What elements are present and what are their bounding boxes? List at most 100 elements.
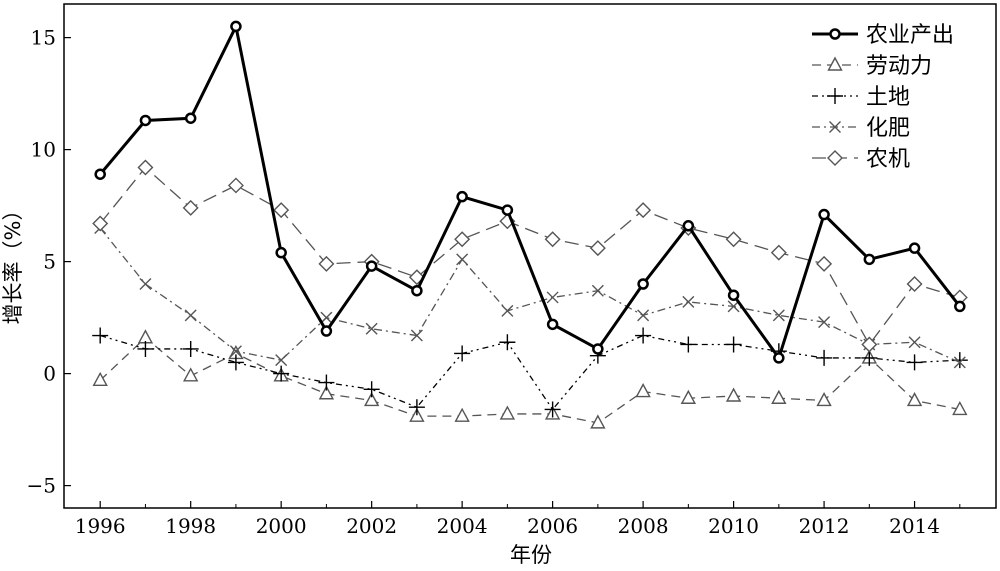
series-3: [92, 327, 968, 418]
data-point: [92, 371, 108, 387]
data-point: [94, 168, 106, 180]
data-point: [139, 278, 152, 290]
data-point: [320, 311, 333, 324]
plot-frame: [63, 3, 997, 509]
data-point: [725, 387, 742, 402]
data-point: [635, 327, 652, 344]
data-point: [908, 242, 921, 254]
data-point: [184, 309, 197, 322]
legend-marker: [827, 150, 843, 166]
series-line: [99, 21, 961, 362]
data-point: [592, 343, 604, 355]
data-point: [818, 208, 830, 221]
data-point: [863, 253, 876, 266]
series-line: [99, 166, 960, 346]
x-tick-label: 2008: [618, 514, 669, 538]
x-tick-label: 1998: [165, 514, 216, 538]
data-point: [637, 278, 649, 290]
data-point: [410, 329, 423, 342]
data-point: [230, 20, 242, 33]
data-point: [408, 399, 425, 416]
data-point: [92, 327, 109, 344]
data-point: [770, 244, 787, 261]
data-point: [501, 304, 514, 317]
data-point: [591, 284, 604, 297]
y-tick-label: 5: [43, 250, 56, 274]
data-point: [861, 349, 878, 366]
data-point: [454, 345, 471, 362]
data-point: [182, 340, 199, 357]
data-point: [773, 352, 785, 364]
series-line: [100, 334, 960, 411]
data-point: [454, 231, 471, 248]
plot-area: [63, 3, 997, 509]
data-point: [906, 276, 923, 292]
data-point: [954, 300, 966, 313]
data-point: [365, 260, 378, 272]
data-point: [544, 231, 561, 248]
series-4: [94, 222, 966, 369]
y-tick-label: 15: [31, 26, 56, 50]
data-point: [227, 354, 244, 371]
data-point: [183, 367, 199, 382]
data-point: [546, 291, 559, 304]
data-point: [273, 202, 290, 219]
data-point: [953, 356, 966, 369]
data-point: [456, 253, 469, 266]
data-point: [411, 284, 423, 297]
data-point: [454, 407, 470, 422]
y-tick-label: 0: [43, 362, 56, 386]
data-point: [227, 177, 244, 194]
data-point: [906, 354, 923, 371]
data-point: [92, 215, 109, 232]
legend-label: 农机: [866, 147, 910, 172]
series-line: [99, 227, 961, 363]
data-point: [727, 289, 740, 301]
legend-marker: [829, 28, 841, 40]
data-point: [816, 349, 833, 366]
series-2: [92, 329, 968, 429]
data-point: [816, 392, 832, 407]
x-tick-label: 2010: [708, 514, 759, 538]
data-point: [637, 309, 650, 322]
data-point: [499, 334, 516, 351]
data-point: [680, 336, 697, 353]
data-point: [952, 400, 968, 416]
legend-entry-3: 土地: [812, 85, 910, 110]
legend-entry-4: 化肥: [812, 116, 910, 141]
x-tick-label: 2012: [799, 514, 850, 538]
data-point: [725, 336, 742, 353]
x-tick-label: 2002: [346, 514, 397, 538]
series-line: [99, 336, 960, 424]
y-axis-title: 增长率（%）: [1, 200, 25, 325]
data-point: [546, 318, 559, 331]
legend-marker: [829, 121, 841, 133]
x-tick-label: 1996: [75, 514, 126, 538]
series-1: [94, 20, 966, 364]
legend-marker: [827, 88, 843, 104]
legend-entry-1: 农业产出: [812, 23, 954, 48]
data-point: [137, 340, 154, 357]
data-point: [772, 309, 785, 322]
data-point: [275, 246, 287, 259]
data-point: [544, 401, 561, 418]
data-point: [137, 159, 154, 176]
data-point: [365, 322, 378, 335]
legend-entry-2: 劳动力: [812, 54, 932, 79]
data-point: [501, 204, 514, 216]
data-point: [273, 365, 290, 382]
data-point: [906, 392, 923, 407]
data-point: [456, 190, 468, 203]
data-point: [499, 405, 516, 420]
data-point: [590, 414, 606, 429]
x-tick-label: 2006: [527, 514, 578, 538]
data-point: [771, 389, 787, 404]
x-tick-label: 2004: [437, 514, 488, 538]
data-point: [318, 385, 335, 400]
data-point: [861, 336, 878, 353]
y-tick-label: 10: [31, 138, 56, 162]
data-point: [182, 199, 199, 216]
axes: 1996 1998 2000 2002 2004 2006 2008 2010 2012 2014…: [27, 26, 961, 538]
